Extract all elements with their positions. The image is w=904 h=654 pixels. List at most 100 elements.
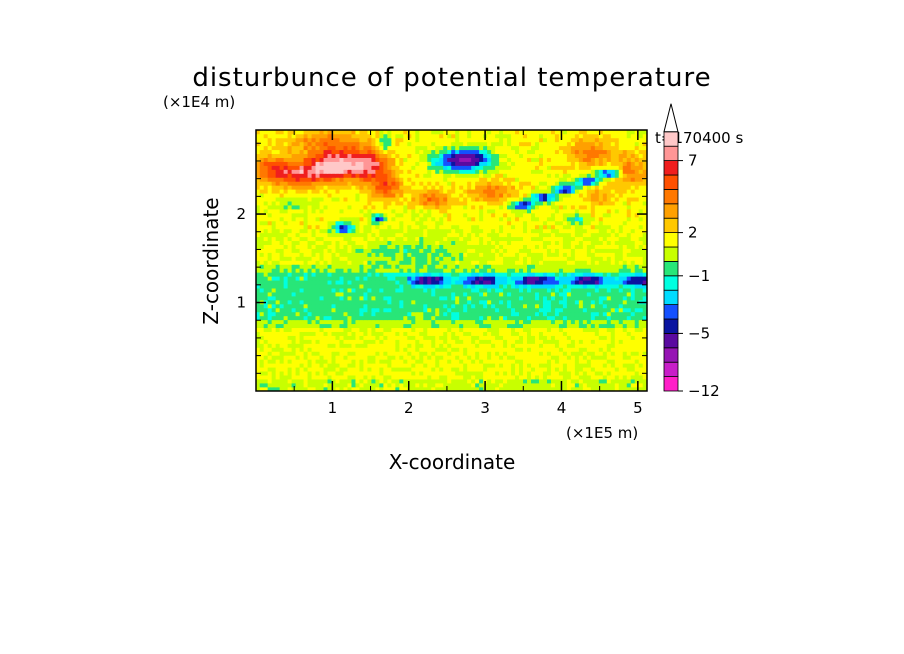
heatmap-cell [315,347,321,352]
heatmap-cell [542,335,548,340]
heatmap-cell [319,374,325,380]
heatmap-cell [499,374,504,380]
heatmap-cell [638,347,644,352]
heatmap-cell [371,351,376,356]
heatmap-cell [602,315,608,321]
heatmap-cell [335,386,341,391]
heatmap-cell [483,236,488,242]
heatmap-cell [295,216,301,222]
heatmap-cell [534,339,540,344]
y-scale-label: (×1E4 m) [163,93,235,111]
heatmap-cell [554,331,560,336]
heatmap-cell [594,276,600,281]
heatmap-cell [590,208,596,214]
heatmap-cell [527,224,532,230]
heatmap-cell [407,212,412,218]
heatmap-cell [367,228,373,234]
heatmap-cell [335,224,341,230]
heatmap-cell [291,327,297,332]
heatmap-cell [271,279,277,285]
heatmap-cell [399,240,404,245]
heatmap-cell [415,272,420,277]
heatmap-cell [399,327,404,332]
heatmap-cell [323,378,329,384]
heatmap-cell [375,260,380,265]
heatmap-cell [415,228,420,234]
heatmap-cell [479,315,484,321]
heatmap-cell [570,212,576,218]
heatmap-cell [359,295,365,301]
heatmap-cell [355,232,361,238]
heatmap-cell [534,382,540,388]
heatmap-cell [379,252,384,257]
heatmap-cell [554,264,560,269]
heatmap-cell [562,272,568,277]
heatmap-cell [459,244,464,249]
heatmap-cell [407,355,412,360]
heatmap-cell [323,264,329,269]
heatmap-cell [455,315,460,321]
heatmap-cell [471,331,476,336]
heatmap-cell [311,366,317,372]
heatmap-cell [471,366,476,372]
heatmap-cell [459,208,464,214]
heatmap-cell [459,268,464,273]
heatmap-cell [491,386,496,391]
heatmap-cell [371,212,376,218]
heatmap-cell [415,323,420,329]
heatmap-cell [331,382,337,388]
heatmap-cell [614,212,620,218]
heatmap-cell [519,382,524,388]
heatmap-cell [335,355,341,360]
heatmap-cell [279,196,285,202]
heatmap-cell [475,363,480,368]
heatmap-cell [403,319,408,325]
heatmap-cell [263,351,269,356]
heatmap-cell [566,208,572,214]
heatmap-cell [447,323,452,329]
heatmap-cell [475,295,480,301]
heatmap-cell [471,240,476,245]
heatmap-cell [618,232,624,238]
heatmap-cell [371,256,376,261]
heatmap-cell [479,291,484,297]
heatmap-cell [610,264,616,269]
heatmap-cell [315,260,321,265]
heatmap-cell [439,212,444,218]
heatmap-cell [586,279,592,285]
heatmap-cell [367,268,373,273]
heatmap-cell [570,299,576,305]
heatmap-cell [403,224,408,230]
heatmap-cell [527,260,532,265]
heatmap-cell [511,216,516,222]
heatmap-cell [407,196,412,202]
heatmap-cell [347,374,353,380]
heatmap-cell [459,323,464,329]
heatmap-cell [495,276,500,281]
heatmap-cell [546,244,552,249]
heatmap-cell [355,192,361,198]
heatmap-cell [503,224,508,230]
heatmap-cell [487,366,492,372]
heatmap-cell [507,331,512,336]
heatmap-cell [347,216,353,222]
heatmap-cell [371,370,376,376]
heatmap-cell [411,295,416,301]
heatmap-cell [275,196,281,202]
heatmap-cell [503,366,508,372]
heatmap-cell [371,363,376,368]
heatmap-cell [570,268,576,273]
heatmap-cell [534,315,540,321]
heatmap-cell [351,287,357,293]
heatmap-cell [387,236,392,242]
heatmap-cell [574,366,580,372]
heatmap-cell [459,260,464,265]
heatmap-cell [578,276,584,281]
heatmap-cell [431,283,436,289]
heatmap-cell [527,212,532,218]
heatmap-cell [359,299,365,305]
heatmap-cell [267,260,273,265]
heatmap-cell [582,252,588,257]
heatmap-cell [542,351,548,356]
heatmap-cell [558,370,564,376]
